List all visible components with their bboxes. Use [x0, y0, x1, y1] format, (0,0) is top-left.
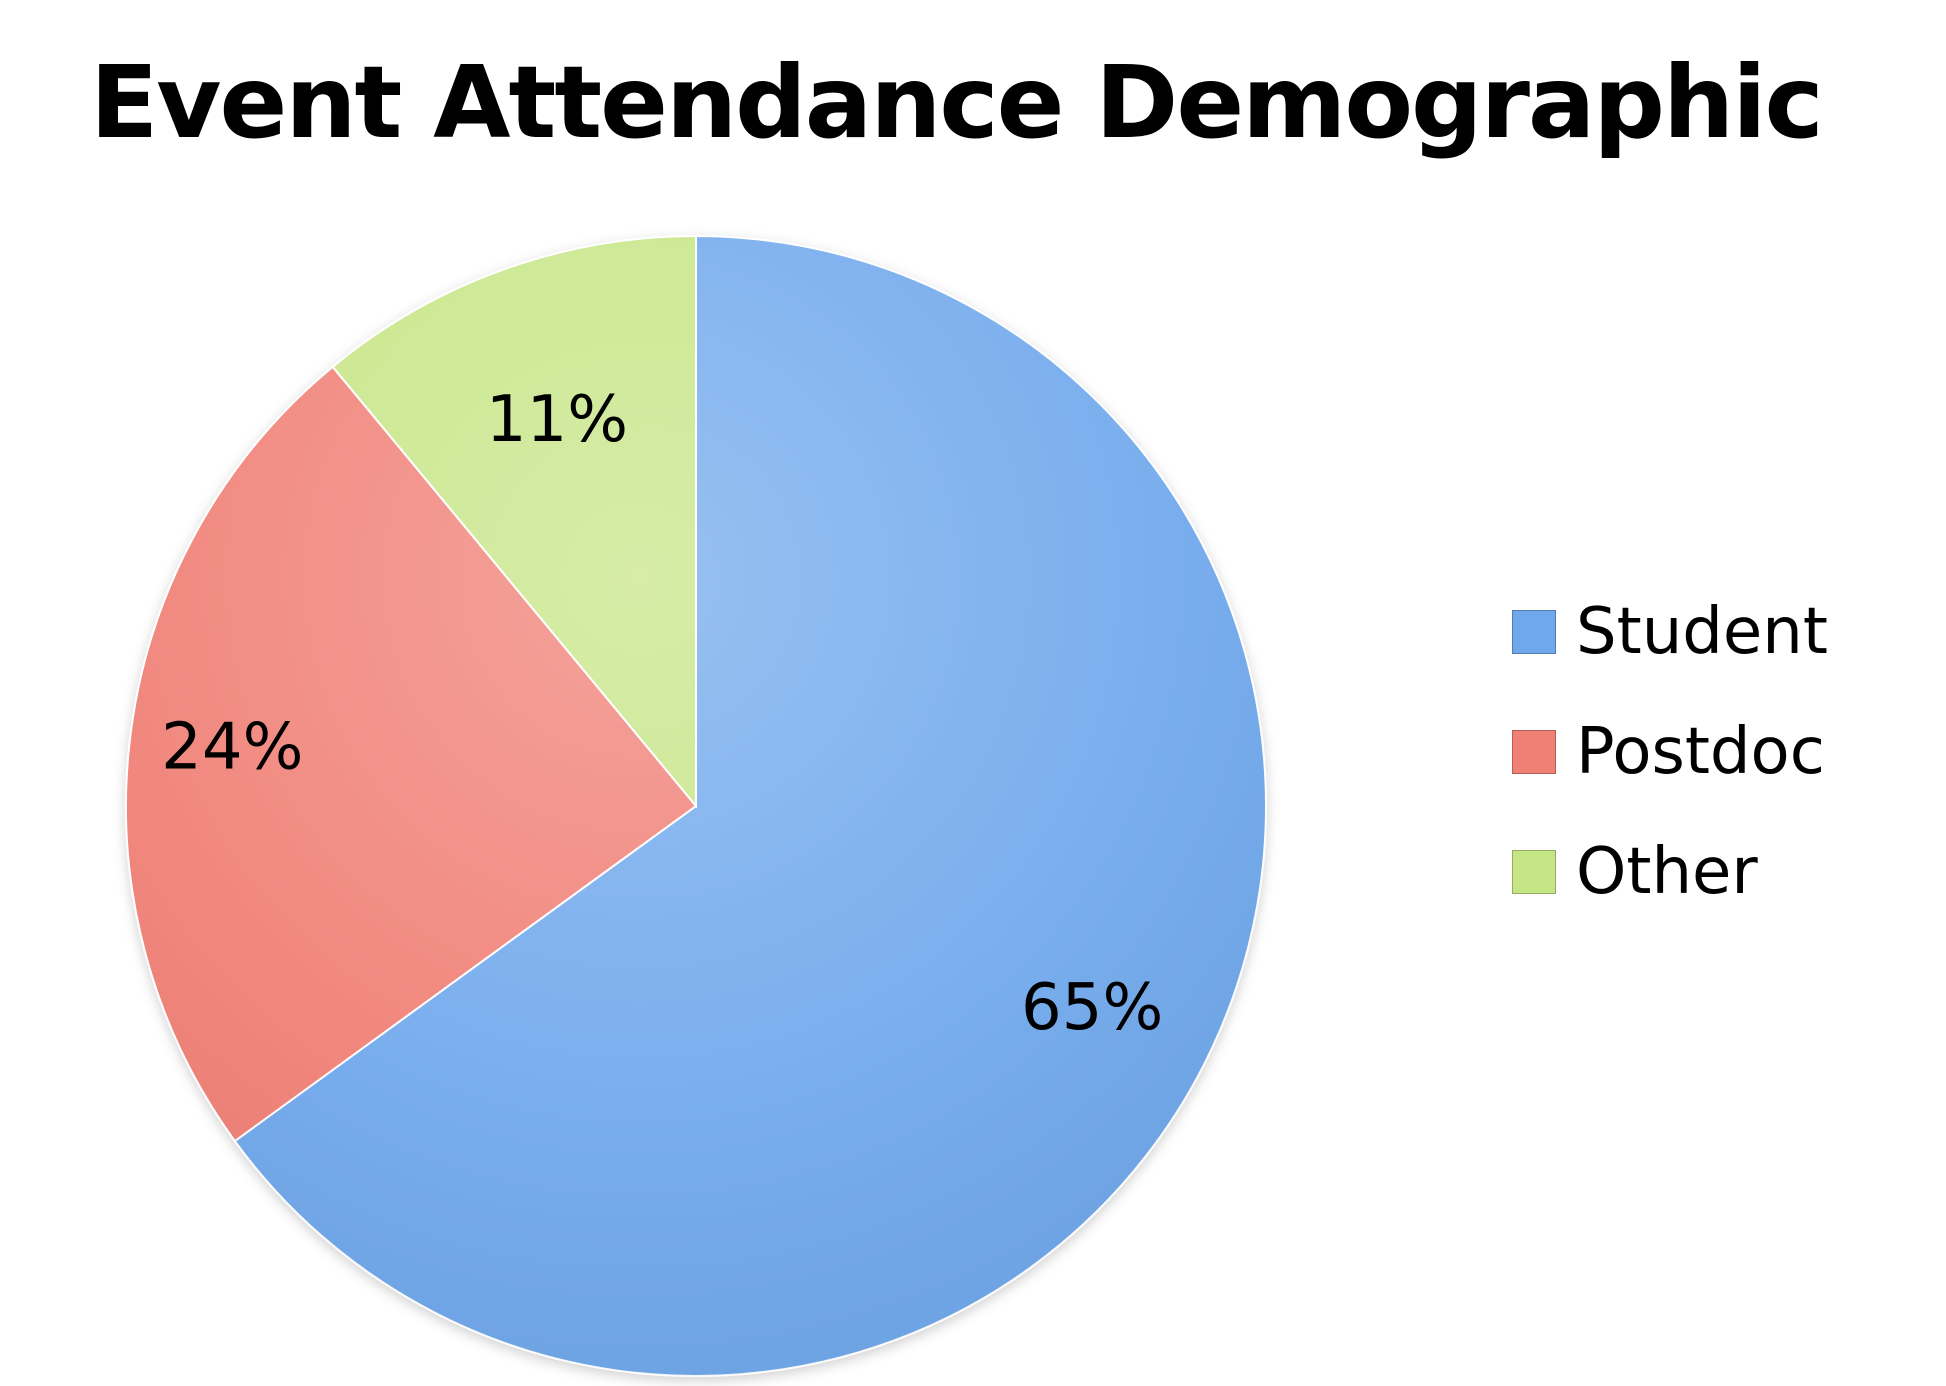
- pie-slices: [125, 234, 1267, 1377]
- legend-item-other: Other: [1512, 835, 1828, 909]
- chart-legend: Student Postdoc Other: [1512, 595, 1828, 956]
- data-label-other: 11%: [486, 383, 628, 457]
- legend-label-student: Student: [1576, 595, 1828, 669]
- data-label-postdoc: 24%: [161, 710, 303, 784]
- legend-swatch-postdoc: [1512, 730, 1556, 774]
- legend-label-postdoc: Postdoc: [1576, 715, 1825, 789]
- legend-swatch-student: [1512, 610, 1556, 654]
- legend-swatch-other: [1512, 850, 1556, 894]
- legend-item-student: Student: [1512, 595, 1828, 669]
- data-label-student: 65%: [1021, 971, 1163, 1045]
- chart-title: Event Attendance Demographic: [90, 44, 1824, 161]
- legend-label-other: Other: [1576, 835, 1758, 909]
- legend-item-postdoc: Postdoc: [1512, 715, 1828, 789]
- pie-value-labels: 65% 24% 11%: [161, 383, 1163, 1045]
